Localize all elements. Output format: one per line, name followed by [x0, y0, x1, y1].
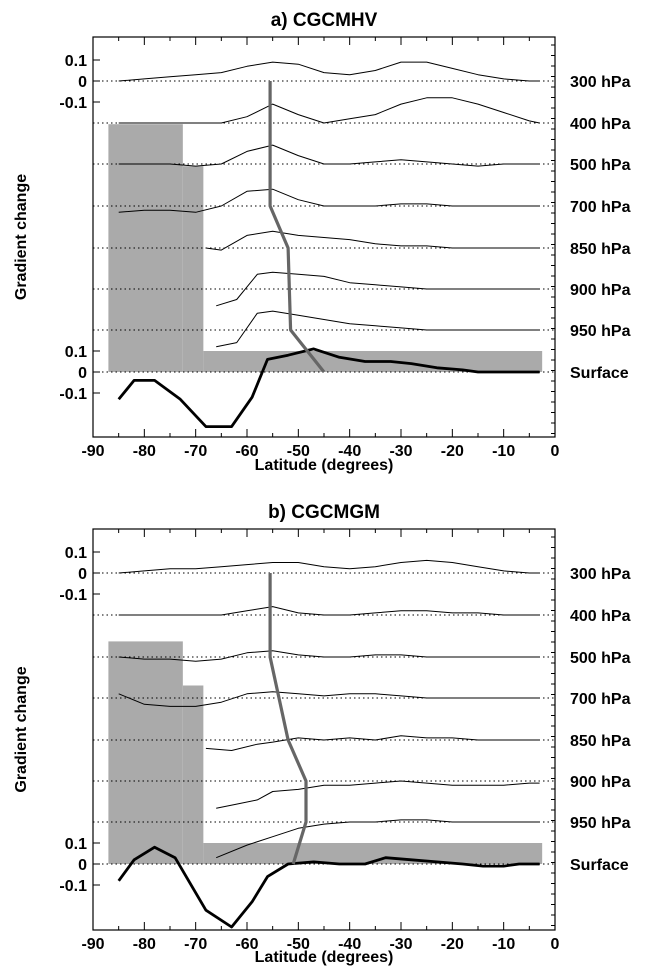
x-tick-label: -70 [184, 936, 207, 953]
y-axis-label: Gradient change [13, 174, 30, 300]
x-tick-label: -40 [338, 443, 361, 460]
level-label-4: 850 hPa [570, 733, 631, 750]
profile-line-1 [118, 606, 540, 616]
y-axis-label: Gradient change [13, 666, 30, 792]
y-tick-label: 0 [78, 857, 87, 874]
profile-line-0 [118, 559, 540, 574]
y-tick-label: 0.1 [65, 344, 87, 361]
level-label-2: 500 hPa [570, 157, 631, 174]
profile-line-0 [118, 61, 540, 82]
x-tick-label: -30 [389, 936, 412, 953]
level-label-6: 950 hPa [570, 815, 631, 832]
x-tick-label: -90 [81, 936, 104, 953]
x-tick-label: 0 [551, 936, 560, 953]
y-tick-label: -0.1 [59, 95, 87, 112]
level-label-7: Surface [570, 857, 629, 874]
x-tick-label: -10 [492, 936, 515, 953]
shaded-bar-2 [203, 843, 543, 864]
surface-line [117, 347, 540, 429]
x-tick-label: -50 [287, 443, 310, 460]
y-tick-label: 0.1 [65, 545, 87, 562]
y-tick-label: -0.1 [59, 878, 87, 895]
x-tick-label: -30 [389, 443, 412, 460]
level-label-3: 700 hPa [570, 199, 631, 216]
profile-line-2 [118, 650, 540, 662]
profile-line-2 [118, 144, 540, 167]
x-tick-label: -80 [133, 936, 156, 953]
x-tick-label: -90 [81, 443, 104, 460]
level-label-7: Surface [570, 365, 629, 382]
x-axis-label: Latitude (degrees) [255, 457, 394, 474]
x-tick-label: -80 [133, 443, 156, 460]
shaded-bar-1 [182, 166, 204, 372]
x-tick-label: 0 [551, 443, 560, 460]
x-tick-label: -60 [235, 936, 258, 953]
profile-line-4 [205, 735, 540, 751]
profile-line-6 [216, 819, 540, 859]
x-tick-label: -60 [235, 443, 258, 460]
level-label-0: 300 hPa [570, 566, 631, 583]
jet-latitude-line [268, 81, 326, 373]
profile-line-4 [205, 230, 540, 251]
y-tick-label: -0.1 [59, 587, 87, 604]
surface-line [117, 845, 540, 929]
y-tick-label: 0.1 [65, 836, 87, 853]
shaded-bar-1 [182, 685, 204, 864]
level-label-0: 300 hPa [570, 74, 631, 91]
y-tick-label: 0 [78, 74, 87, 91]
profile-line-3 [118, 188, 540, 213]
chart-title: a) CGCMHV [271, 10, 378, 31]
level-label-6: 950 hPa [570, 323, 631, 340]
y-tick-label: -0.1 [59, 386, 87, 403]
y-tick-label: 0 [78, 365, 87, 382]
x-tick-label: -10 [492, 443, 515, 460]
jet-latitude-line [268, 573, 308, 865]
x-tick-label: -20 [441, 443, 464, 460]
profile-line-1 [118, 97, 540, 124]
level-label-1: 400 hPa [570, 116, 631, 133]
shaded-bar-0 [108, 641, 183, 864]
profile-line-5 [216, 780, 540, 809]
x-tick-label: -20 [441, 936, 464, 953]
profile-line-3 [118, 691, 540, 707]
level-label-2: 500 hPa [570, 650, 631, 667]
level-label-5: 900 hPa [570, 282, 631, 299]
shaded-bar-0 [108, 124, 183, 372]
profile-line-5 [216, 271, 540, 307]
level-label-4: 850 hPa [570, 241, 631, 258]
level-label-5: 900 hPa [570, 774, 631, 791]
x-tick-label: -70 [184, 443, 207, 460]
x-tick-label: -40 [338, 936, 361, 953]
level-label-3: 700 hPa [570, 691, 631, 708]
chart-title: b) CGCMGM [268, 502, 380, 523]
y-tick-label: 0.1 [65, 53, 87, 70]
profile-line-6 [216, 310, 540, 348]
x-axis-label: Latitude (degrees) [255, 949, 394, 966]
panel-b: -90 -80 -70 -60 -50 -40 -30 -20 -10 0 0.1 0 -0.1 0.1 0… [13, 502, 631, 966]
x-tick-label: -50 [287, 936, 310, 953]
level-label-1: 400 hPa [570, 608, 631, 625]
y-tick-label: 0 [78, 566, 87, 583]
panel-a: -90 -80 -70 -60 -50 -40 -30 -20 -10 0 0.1 0 -0.1 0.1 0… [13, 10, 631, 474]
